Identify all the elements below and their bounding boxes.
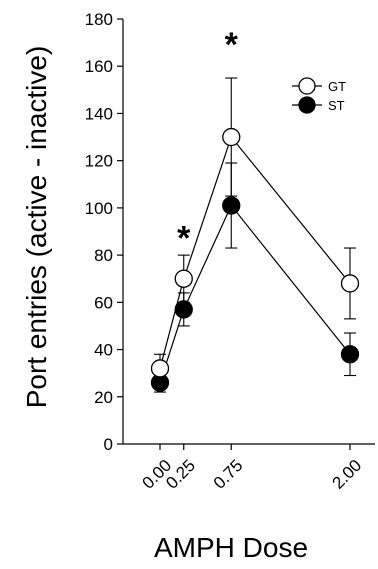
y-tick-label: 180 bbox=[85, 10, 113, 29]
legend-label: GT bbox=[328, 79, 346, 94]
legend: GT ST bbox=[292, 77, 346, 114]
legend-label: ST bbox=[328, 98, 345, 113]
significance-star: * bbox=[225, 26, 239, 64]
data-point bbox=[340, 345, 360, 364]
annotation-layer: ** bbox=[177, 26, 239, 258]
x-tick-label: 0.75 bbox=[210, 456, 247, 493]
y-tick-label: 0 bbox=[104, 435, 113, 454]
y-axis-title: Port entries (active - inactive) bbox=[21, 46, 52, 409]
y-axis-ticks: 0 20 40 60 80 100 120 140 160 180 bbox=[85, 10, 123, 454]
y-tick-label: 20 bbox=[94, 388, 113, 407]
legend-item-gt: GT bbox=[292, 77, 346, 95]
data-point bbox=[150, 359, 170, 378]
y-tick-label: 60 bbox=[94, 293, 113, 312]
y-tick-label: 80 bbox=[94, 246, 113, 265]
x-axis-title: AMPH Dose bbox=[154, 532, 308, 563]
series-layer bbox=[150, 77, 360, 393]
data-point bbox=[222, 127, 241, 147]
y-tick-label: 160 bbox=[85, 57, 113, 76]
y-tick-label: 100 bbox=[85, 199, 113, 218]
series-line bbox=[159, 204, 351, 383]
legend-marker bbox=[298, 77, 316, 95]
series-gt bbox=[150, 77, 360, 384]
y-tick-label: 120 bbox=[85, 152, 113, 171]
data-point bbox=[174, 269, 193, 288]
x-axis-ticks: 0.000.25 0.75 2.00 bbox=[138, 444, 365, 493]
series-line bbox=[159, 135, 351, 369]
x-tick-label: 0.25 bbox=[162, 456, 199, 493]
y-tick-label: 40 bbox=[94, 341, 113, 360]
data-point bbox=[340, 274, 360, 293]
y-tick-label: 140 bbox=[85, 104, 113, 123]
legend-marker bbox=[298, 96, 316, 114]
legend-item-st: ST bbox=[292, 96, 345, 114]
data-point bbox=[222, 196, 241, 215]
significance-star: * bbox=[177, 220, 191, 258]
x-tick-label: 2.00 bbox=[328, 456, 365, 493]
axes bbox=[122, 19, 375, 445]
